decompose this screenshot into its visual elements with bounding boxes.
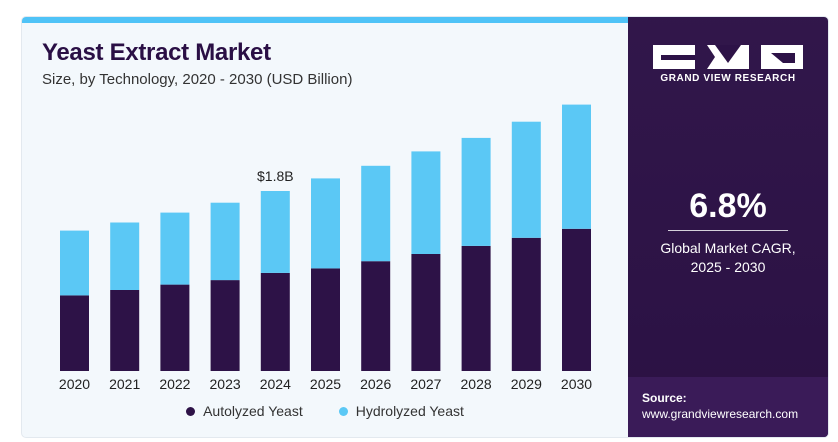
source-label: Source:: [642, 391, 687, 405]
accent-bar: [22, 17, 628, 23]
legend-item-autolyzed: Autolyzed Yeast: [186, 403, 303, 419]
x-tick-label: 2020: [59, 376, 90, 392]
x-tick-label: 2024: [260, 376, 291, 392]
data-label-2024: $1.8B: [257, 168, 294, 184]
bar-hydrolyzed-2030: [562, 104, 591, 229]
bar-autolyzed-2029: [511, 237, 541, 371]
bar-hydrolyzed-2025: [311, 178, 340, 269]
grand-view-research-logo: [628, 43, 828, 76]
chart-legend: Autolyzed Yeast Hydrolyzed Yeast: [22, 403, 628, 419]
legend-item-hydrolyzed: Hydrolyzed Yeast: [338, 403, 464, 419]
source-link[interactable]: www.grandviewresearch.com: [642, 407, 799, 421]
bar-hydrolyzed-2024: [260, 191, 290, 273]
x-tick-label: 2027: [410, 376, 441, 392]
bar-autolyzed-2028: [461, 245, 491, 371]
bar-autolyzed-2020: [60, 295, 89, 371]
bar-hydrolyzed-2022: [160, 212, 190, 285]
source-box: Source: www.grandviewresearch.com: [628, 377, 828, 437]
x-tick-label: 2028: [461, 376, 492, 392]
cagr-divider: [668, 230, 788, 231]
chart-subtitle: Size, by Technology, 2020 - 2030 (USD Bi…: [42, 71, 353, 88]
legend-swatch-hydrolyzed: [338, 406, 348, 416]
x-tick-label: 2022: [159, 376, 190, 392]
bar-hydrolyzed-2027: [411, 151, 441, 254]
legend-swatch-autolyzed: [186, 406, 196, 416]
bar-autolyzed-2025: [311, 268, 340, 371]
chart-card: Yeast Extract Market Size, by Technology…: [22, 17, 828, 437]
bar-autolyzed-2022: [160, 284, 190, 371]
x-tick-label: 2023: [210, 376, 241, 392]
bar-hydrolyzed-2028: [461, 137, 491, 246]
brand-name: GRAND VIEW RESEARCH: [660, 73, 796, 84]
x-tick-label: 2026: [360, 376, 391, 392]
bar-autolyzed-2021: [110, 290, 140, 371]
cagr-label-line2: 2025 - 2030: [690, 259, 766, 275]
cagr-label: Global Market CAGR, 2025 - 2030: [628, 239, 828, 277]
bar-hydrolyzed-2029: [511, 121, 541, 238]
bar-hydrolyzed-2020: [60, 230, 89, 296]
x-tick-label: 2025: [310, 376, 341, 392]
legend-label-autolyzed: Autolyzed Yeast: [203, 403, 303, 419]
chart-title: Yeast Extract Market: [42, 39, 271, 66]
bar-autolyzed-2030: [562, 228, 591, 371]
cagr-value: 6.8%: [689, 187, 767, 225]
legend-label-hydrolyzed: Hydrolyzed Yeast: [355, 403, 464, 419]
x-tick-label: 2029: [511, 376, 542, 392]
side-panel: GRAND VIEW RESEARCH 6.8% Global Market C…: [628, 17, 828, 437]
bar-autolyzed-2027: [411, 254, 441, 371]
x-tick-label: 2021: [109, 376, 140, 392]
bar-hydrolyzed-2021: [110, 222, 140, 290]
bar-hydrolyzed-2023: [210, 202, 240, 281]
bar-autolyzed-2026: [361, 261, 391, 371]
bar-autolyzed-2023: [210, 280, 240, 371]
bar-chart: 2020 2021 2022 2023 2024 $1.8B 2025 2026 2027 202…: [59, 104, 592, 392]
bar-hydrolyzed-2026: [361, 165, 391, 262]
cagr-label-line1: Global Market CAGR,: [660, 240, 796, 256]
x-tick-label: 2030: [561, 376, 592, 392]
bar-autolyzed-2024: [260, 272, 290, 371]
logo-icon: [653, 45, 803, 69]
